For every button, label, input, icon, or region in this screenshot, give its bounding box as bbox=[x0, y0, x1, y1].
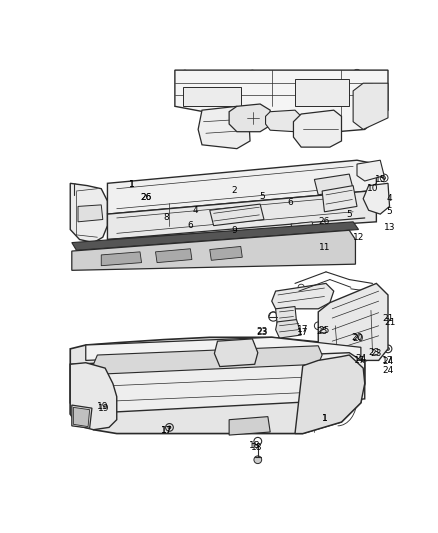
Polygon shape bbox=[175, 70, 388, 133]
Text: 18: 18 bbox=[251, 443, 262, 452]
Polygon shape bbox=[70, 183, 107, 243]
Text: 15: 15 bbox=[374, 175, 386, 184]
Text: 26: 26 bbox=[141, 193, 152, 203]
Text: 23: 23 bbox=[257, 328, 268, 337]
Text: 4: 4 bbox=[193, 206, 198, 215]
Circle shape bbox=[71, 187, 77, 192]
Text: 17: 17 bbox=[353, 356, 365, 365]
Text: 20: 20 bbox=[352, 334, 364, 343]
Text: 23: 23 bbox=[370, 349, 381, 358]
Text: 25: 25 bbox=[316, 327, 328, 336]
Polygon shape bbox=[78, 205, 103, 222]
Text: 26: 26 bbox=[319, 216, 330, 225]
Text: 17: 17 bbox=[297, 328, 308, 337]
Polygon shape bbox=[70, 363, 117, 430]
Text: 1: 1 bbox=[129, 180, 135, 189]
Text: 17: 17 bbox=[297, 325, 308, 334]
Polygon shape bbox=[155, 249, 192, 263]
Polygon shape bbox=[107, 191, 376, 239]
Text: 25: 25 bbox=[319, 326, 330, 335]
Polygon shape bbox=[229, 104, 270, 132]
Polygon shape bbox=[229, 417, 270, 435]
Text: 4: 4 bbox=[387, 194, 392, 203]
Text: 20: 20 bbox=[351, 333, 363, 342]
Text: 9: 9 bbox=[232, 226, 237, 235]
Text: 23: 23 bbox=[257, 327, 268, 336]
Text: 1: 1 bbox=[321, 414, 327, 423]
Text: 8: 8 bbox=[163, 213, 169, 222]
Circle shape bbox=[386, 348, 389, 350]
Polygon shape bbox=[293, 110, 342, 147]
Polygon shape bbox=[72, 405, 92, 428]
Text: 26: 26 bbox=[141, 193, 152, 203]
Text: 5: 5 bbox=[387, 207, 392, 216]
Polygon shape bbox=[295, 355, 365, 433]
Polygon shape bbox=[86, 337, 361, 360]
Text: 12: 12 bbox=[353, 233, 364, 243]
Text: 24: 24 bbox=[355, 354, 367, 364]
Polygon shape bbox=[353, 83, 388, 130]
Text: 23: 23 bbox=[368, 348, 380, 357]
Text: 24: 24 bbox=[382, 357, 394, 366]
Text: 17: 17 bbox=[161, 426, 173, 435]
Circle shape bbox=[305, 423, 308, 426]
Circle shape bbox=[168, 426, 171, 429]
Polygon shape bbox=[363, 183, 389, 214]
Polygon shape bbox=[72, 230, 356, 270]
Polygon shape bbox=[93, 346, 322, 374]
Polygon shape bbox=[318, 284, 388, 360]
Polygon shape bbox=[291, 222, 315, 237]
Text: 19: 19 bbox=[97, 402, 109, 411]
Text: 11: 11 bbox=[319, 243, 330, 252]
Polygon shape bbox=[198, 106, 250, 149]
Polygon shape bbox=[210, 246, 242, 260]
Circle shape bbox=[382, 176, 386, 180]
Polygon shape bbox=[276, 320, 301, 338]
Text: 24: 24 bbox=[382, 366, 394, 375]
Text: 18: 18 bbox=[249, 441, 261, 450]
Polygon shape bbox=[73, 407, 90, 426]
Polygon shape bbox=[314, 174, 353, 195]
Text: 21: 21 bbox=[382, 313, 394, 322]
Polygon shape bbox=[70, 337, 365, 433]
Polygon shape bbox=[72, 222, 359, 251]
Text: 1: 1 bbox=[129, 180, 135, 189]
Text: 19: 19 bbox=[98, 405, 110, 414]
Polygon shape bbox=[295, 79, 349, 106]
Circle shape bbox=[254, 456, 261, 464]
Text: 13: 13 bbox=[384, 223, 396, 232]
Polygon shape bbox=[272, 284, 334, 309]
Text: 21: 21 bbox=[384, 318, 395, 327]
Polygon shape bbox=[265, 110, 301, 132]
Polygon shape bbox=[183, 87, 241, 106]
Text: 1: 1 bbox=[321, 414, 327, 423]
Polygon shape bbox=[276, 306, 297, 324]
Polygon shape bbox=[107, 160, 376, 214]
Text: 6: 6 bbox=[287, 198, 293, 207]
Circle shape bbox=[363, 354, 367, 359]
Polygon shape bbox=[357, 160, 384, 181]
Circle shape bbox=[342, 215, 345, 218]
Polygon shape bbox=[70, 353, 365, 414]
Text: 17: 17 bbox=[161, 426, 173, 435]
Text: 2: 2 bbox=[232, 185, 237, 195]
Polygon shape bbox=[210, 204, 264, 225]
Text: 6: 6 bbox=[187, 221, 193, 230]
Polygon shape bbox=[101, 252, 141, 265]
Text: 10: 10 bbox=[367, 184, 378, 193]
Polygon shape bbox=[322, 185, 357, 212]
Text: 17: 17 bbox=[382, 356, 394, 365]
Polygon shape bbox=[214, 339, 258, 367]
Text: 5: 5 bbox=[260, 192, 265, 201]
Text: 5: 5 bbox=[346, 211, 352, 220]
